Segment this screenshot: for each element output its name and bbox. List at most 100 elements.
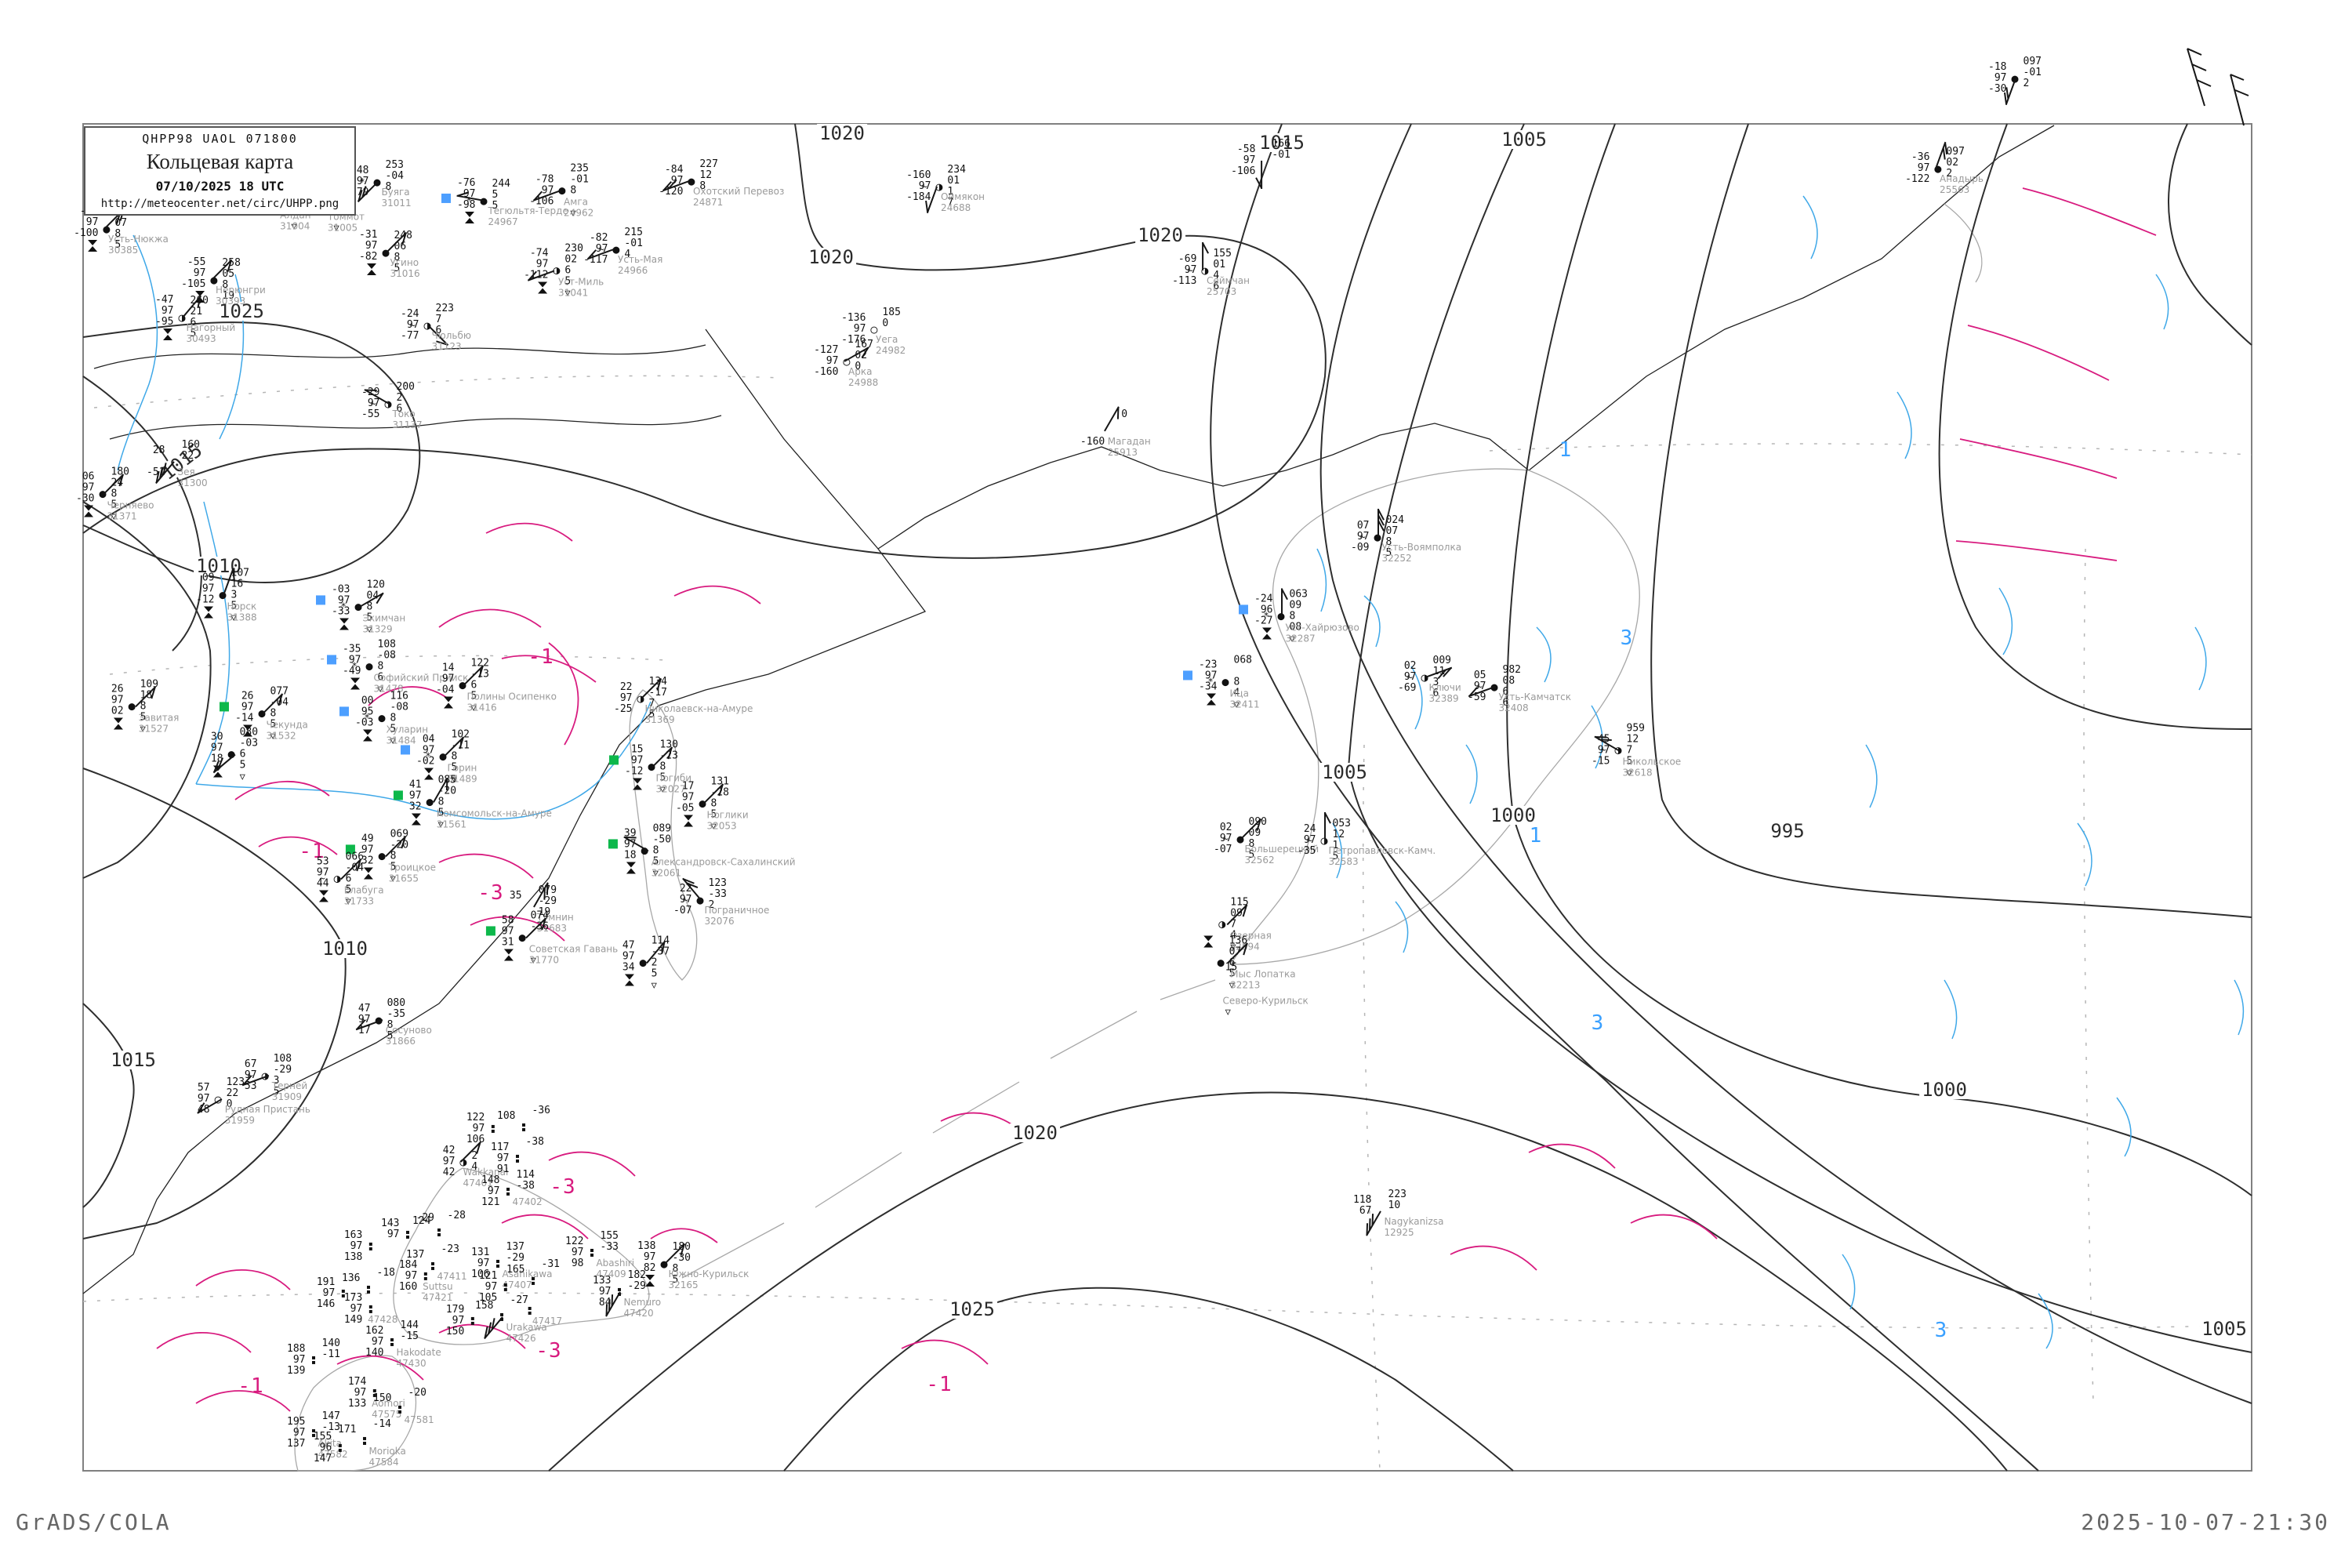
- station-value: [1207, 902, 1214, 913]
- station-left-values: -160 97 -184: [906, 169, 931, 203]
- weather-icon: *: [1207, 676, 1214, 688]
- station-left-values: 04 97 -02: [416, 733, 435, 780]
- station-value: 98: [571, 1258, 584, 1270]
- isobar-label: 1015: [1257, 133, 1307, 152]
- weather-icon: ~: [361, 1015, 367, 1025]
- station-value: 97: [1473, 680, 1486, 692]
- station-name-block: Рудная Пристань 31959: [225, 1104, 310, 1127]
- station-value: 6: [345, 873, 352, 885]
- station-right-values: -38: [526, 1136, 544, 1181]
- shower-icon: ▽: [1230, 941, 1236, 953]
- station-value: 244: [492, 177, 510, 190]
- station-value: -82: [589, 231, 608, 244]
- station-name-block: 47428: [368, 1314, 397, 1326]
- station-value: -127: [814, 343, 839, 356]
- legend-url: http://meteocenter.net/circ/UHPP.png: [100, 197, 339, 210]
- station-right-values: 155 -33: [601, 1230, 619, 1275]
- station-name: Wakkanai: [463, 1166, 509, 1178]
- station-value: -01: [624, 237, 643, 249]
- station-name: Терней: [271, 1080, 308, 1091]
- station-name: Сеймчан: [1207, 274, 1250, 286]
- station-value: 0: [882, 317, 889, 329]
- grads-stamp: GrADS/COLA: [16, 1509, 172, 1535]
- past-weather-icon: [645, 1275, 656, 1287]
- station-value: 123: [708, 877, 727, 889]
- station-value: 6: [396, 403, 403, 415]
- cloud-cover-symbol: [419, 1272, 432, 1282]
- station-name-block: Тегюльтя-Терде 24967: [488, 205, 568, 228]
- station-plot: 174 97 133 Aomori 47575: [348, 1371, 405, 1419]
- station-left-values: -76 97 -98: [457, 177, 476, 224]
- station-value: 05: [222, 267, 235, 280]
- station-value: 5: [239, 759, 246, 771]
- station-value: 107: [230, 567, 249, 579]
- station-right-values: 234 01 1 7: [947, 164, 965, 209]
- station-left-values: 09 97 -12: [196, 572, 215, 619]
- station-value: 97: [292, 1353, 306, 1366]
- station-left-values: -160: [1080, 415, 1105, 448]
- station-id: 31041: [558, 287, 589, 299]
- station-right-values: 253 -04 8: [386, 159, 404, 204]
- station-value: [526, 1159, 532, 1170]
- station-left-values: 58 97 31: [502, 914, 514, 961]
- station-right-values: 959 12 7 5 ▽: [1626, 723, 1645, 779]
- station-plot: 49 97 32 ● 069 -20 8 5 ▽ Троицкое 31655: [345, 829, 436, 884]
- past-weather-icon: [684, 815, 695, 827]
- station-value: 0: [1121, 408, 1128, 420]
- shower-icon: ▽: [1626, 767, 1632, 779]
- station-value: -36: [532, 1104, 550, 1116]
- station-id: 47407: [502, 1279, 532, 1290]
- shower-icon: ▽: [1289, 633, 1295, 644]
- station-plot: 133 97 84 182 -29 Nemuro 47420: [593, 1269, 661, 1318]
- past-weather-icon: [444, 696, 455, 709]
- station-value: 8: [699, 180, 706, 192]
- station-value: 97: [452, 1314, 465, 1327]
- station-value: 8: [390, 850, 397, 862]
- station-right-values: 136 07 6 5 ▽: [1229, 935, 1247, 990]
- station-value: 8: [451, 750, 458, 763]
- station-value: -25: [614, 703, 633, 716]
- station-value: 95: [361, 705, 374, 717]
- station-id: 24966: [618, 264, 648, 276]
- station-value: 97: [1403, 670, 1417, 683]
- station-value: -14: [372, 1417, 391, 1430]
- station-right-values: 15 ▽: [1225, 962, 1238, 1017]
- station-value: [542, 1270, 548, 1281]
- station-right-values: 155 01 4 6: [1213, 248, 1231, 292]
- cloud-cover-symbol: ○: [843, 354, 851, 368]
- station-name-block: Никольское 32618: [1622, 756, 1681, 779]
- station-left-values: 35: [510, 890, 522, 924]
- station-name: Уст-Миль: [558, 276, 604, 288]
- station-plot: 184 97 160 Suttsu 47421: [399, 1254, 453, 1302]
- station-value: -30: [672, 1251, 691, 1264]
- past-weather-icon: [1262, 627, 1273, 640]
- station-value: 223: [1388, 1188, 1406, 1200]
- station-name: Пограничное: [704, 904, 770, 916]
- station-left-values: 173 97 149: [344, 1292, 362, 1326]
- station-value: 114: [516, 1168, 535, 1181]
- station-value: -69: [1398, 682, 1417, 695]
- station-value: 97: [826, 354, 839, 367]
- station-name: Усть-Воямполка: [1381, 541, 1462, 553]
- station-name: Полины Осипенко: [466, 691, 557, 702]
- isobar-label: 1010: [320, 939, 370, 958]
- station-value: [526, 1170, 532, 1181]
- station-value: 8: [570, 184, 577, 197]
- shower-icon: ▽: [1233, 699, 1240, 710]
- station-name: Nagykanizsa: [1384, 1215, 1444, 1227]
- station-name-block: Комсомольск-на-Амуре 31561: [437, 808, 552, 830]
- station-value: [539, 1289, 545, 1300]
- station-value: 97: [477, 1257, 490, 1269]
- station-right-values: 120 04 8 5 ▽: [367, 579, 385, 634]
- station-value: 108: [377, 638, 396, 651]
- station-id: 31123: [431, 340, 462, 352]
- station-value: 10: [1388, 1199, 1401, 1211]
- cloud-cover-symbol: [358, 1436, 372, 1446]
- station-value: [350, 1446, 357, 1457]
- station-value: 00: [361, 694, 374, 706]
- precip-square: [485, 926, 495, 936]
- station-value: [1098, 415, 1105, 426]
- station-value: [532, 1116, 539, 1127]
- station-value: -29: [627, 1279, 646, 1292]
